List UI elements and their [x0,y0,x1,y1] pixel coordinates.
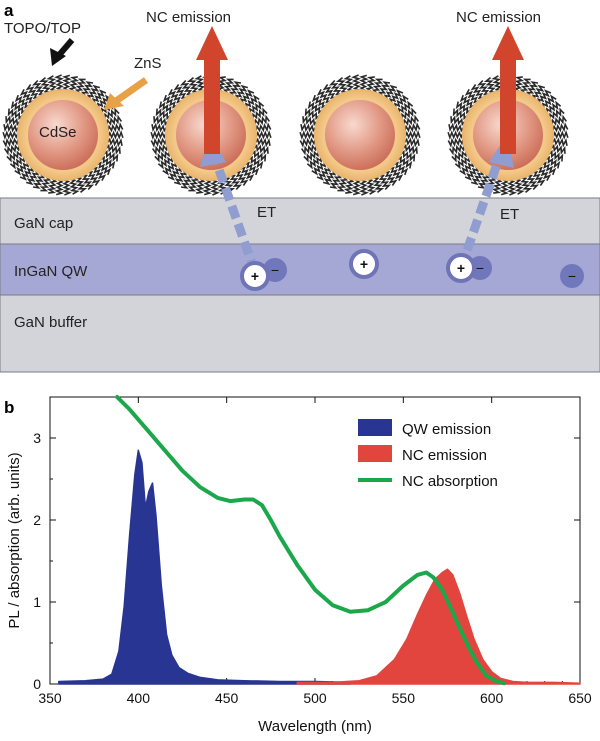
panel-b-chart: b 350 400 450 500 550 600 650 0 1 2 3 Wavelength (n… [4,395,592,735]
hole-isolated: + [349,249,379,279]
et-label-1: ET [257,204,276,221]
nc-emission-label-1: NC emission [146,9,231,26]
series-fill-qw-emission [58,449,352,685]
ligand-shell [299,74,421,196]
x-axis-label: Wavelength (nm) [258,718,372,735]
et-label-2: ET [500,206,519,223]
hole-symbol: + [360,256,368,272]
hole-symbol: + [457,260,465,276]
ingan-qw-label: InGaN QW [14,263,88,280]
ligand-shell [447,74,569,196]
ligand-shell [2,74,124,196]
y-tick-label: 0 [33,676,41,692]
y-tick-label: 3 [33,430,41,446]
nc-emission-arrow-2 [492,26,524,154]
x-tick-label: 450 [215,690,239,706]
panel-a-schematic: a GaN cap InGaN QW GaN buffer [0,1,600,373]
nc-emission-label-2: NC emission [456,9,541,26]
x-tick-label: 550 [392,690,416,706]
gan-buffer-label: GaN buffer [14,314,87,331]
zns-pointer-arrow [104,77,149,110]
y-axis-label: PL / absorption (arb. units) [6,452,23,628]
series-fill-nc-emission [296,568,581,685]
hole-symbol: + [251,268,259,284]
nanocrystal-1 [2,74,124,196]
nc-emission-arrow-1 [196,26,228,154]
gan-cap-label: GaN cap [14,215,73,232]
panel-b-label: b [4,398,14,417]
electron-symbol: − [476,260,484,276]
electron-symbol: − [271,262,279,278]
y-tick-label: 2 [33,512,41,528]
x-tick-label: 650 [568,690,592,706]
cdse-core [325,100,395,170]
nanocrystal-3 [299,74,421,196]
nanocrystal-row [2,74,569,196]
gan-buffer-layer [0,294,600,373]
topo-top-label: TOPO/TOP [4,20,81,37]
y-tick-label: 1 [33,594,41,610]
legend-label: NC emission [402,447,487,464]
gan-cap-layer [0,197,600,245]
charge-pair-2: − + [446,253,492,283]
panel-a-label: a [4,1,14,20]
x-tick-label: 600 [480,690,504,706]
cdse-core [28,100,98,170]
x-tick-label: 350 [38,690,62,706]
electron-symbol: − [568,268,576,284]
electron-isolated: − [560,264,584,288]
zns-label: ZnS [134,55,162,72]
x-tick-label: 400 [127,690,151,706]
x-tick-label: 500 [303,690,327,706]
series-line-nc-absorption [115,395,506,686]
charge-pair-1: − + [240,258,287,291]
legend-swatch [358,445,392,462]
topo-pointer-arrow [50,38,75,66]
ingan-qw-layer [0,243,600,296]
legend-label: NC absorption [402,473,498,490]
legend-label: QW emission [402,421,491,438]
cdse-label: CdSe [39,124,77,141]
legend: QW emission NC emission NC absorption [358,419,498,490]
plot-area: 350 400 450 500 550 600 650 0 1 2 3 Wavelength (nm)… [6,395,592,735]
legend-swatch [358,419,392,436]
nanocrystal-4 [447,74,569,196]
